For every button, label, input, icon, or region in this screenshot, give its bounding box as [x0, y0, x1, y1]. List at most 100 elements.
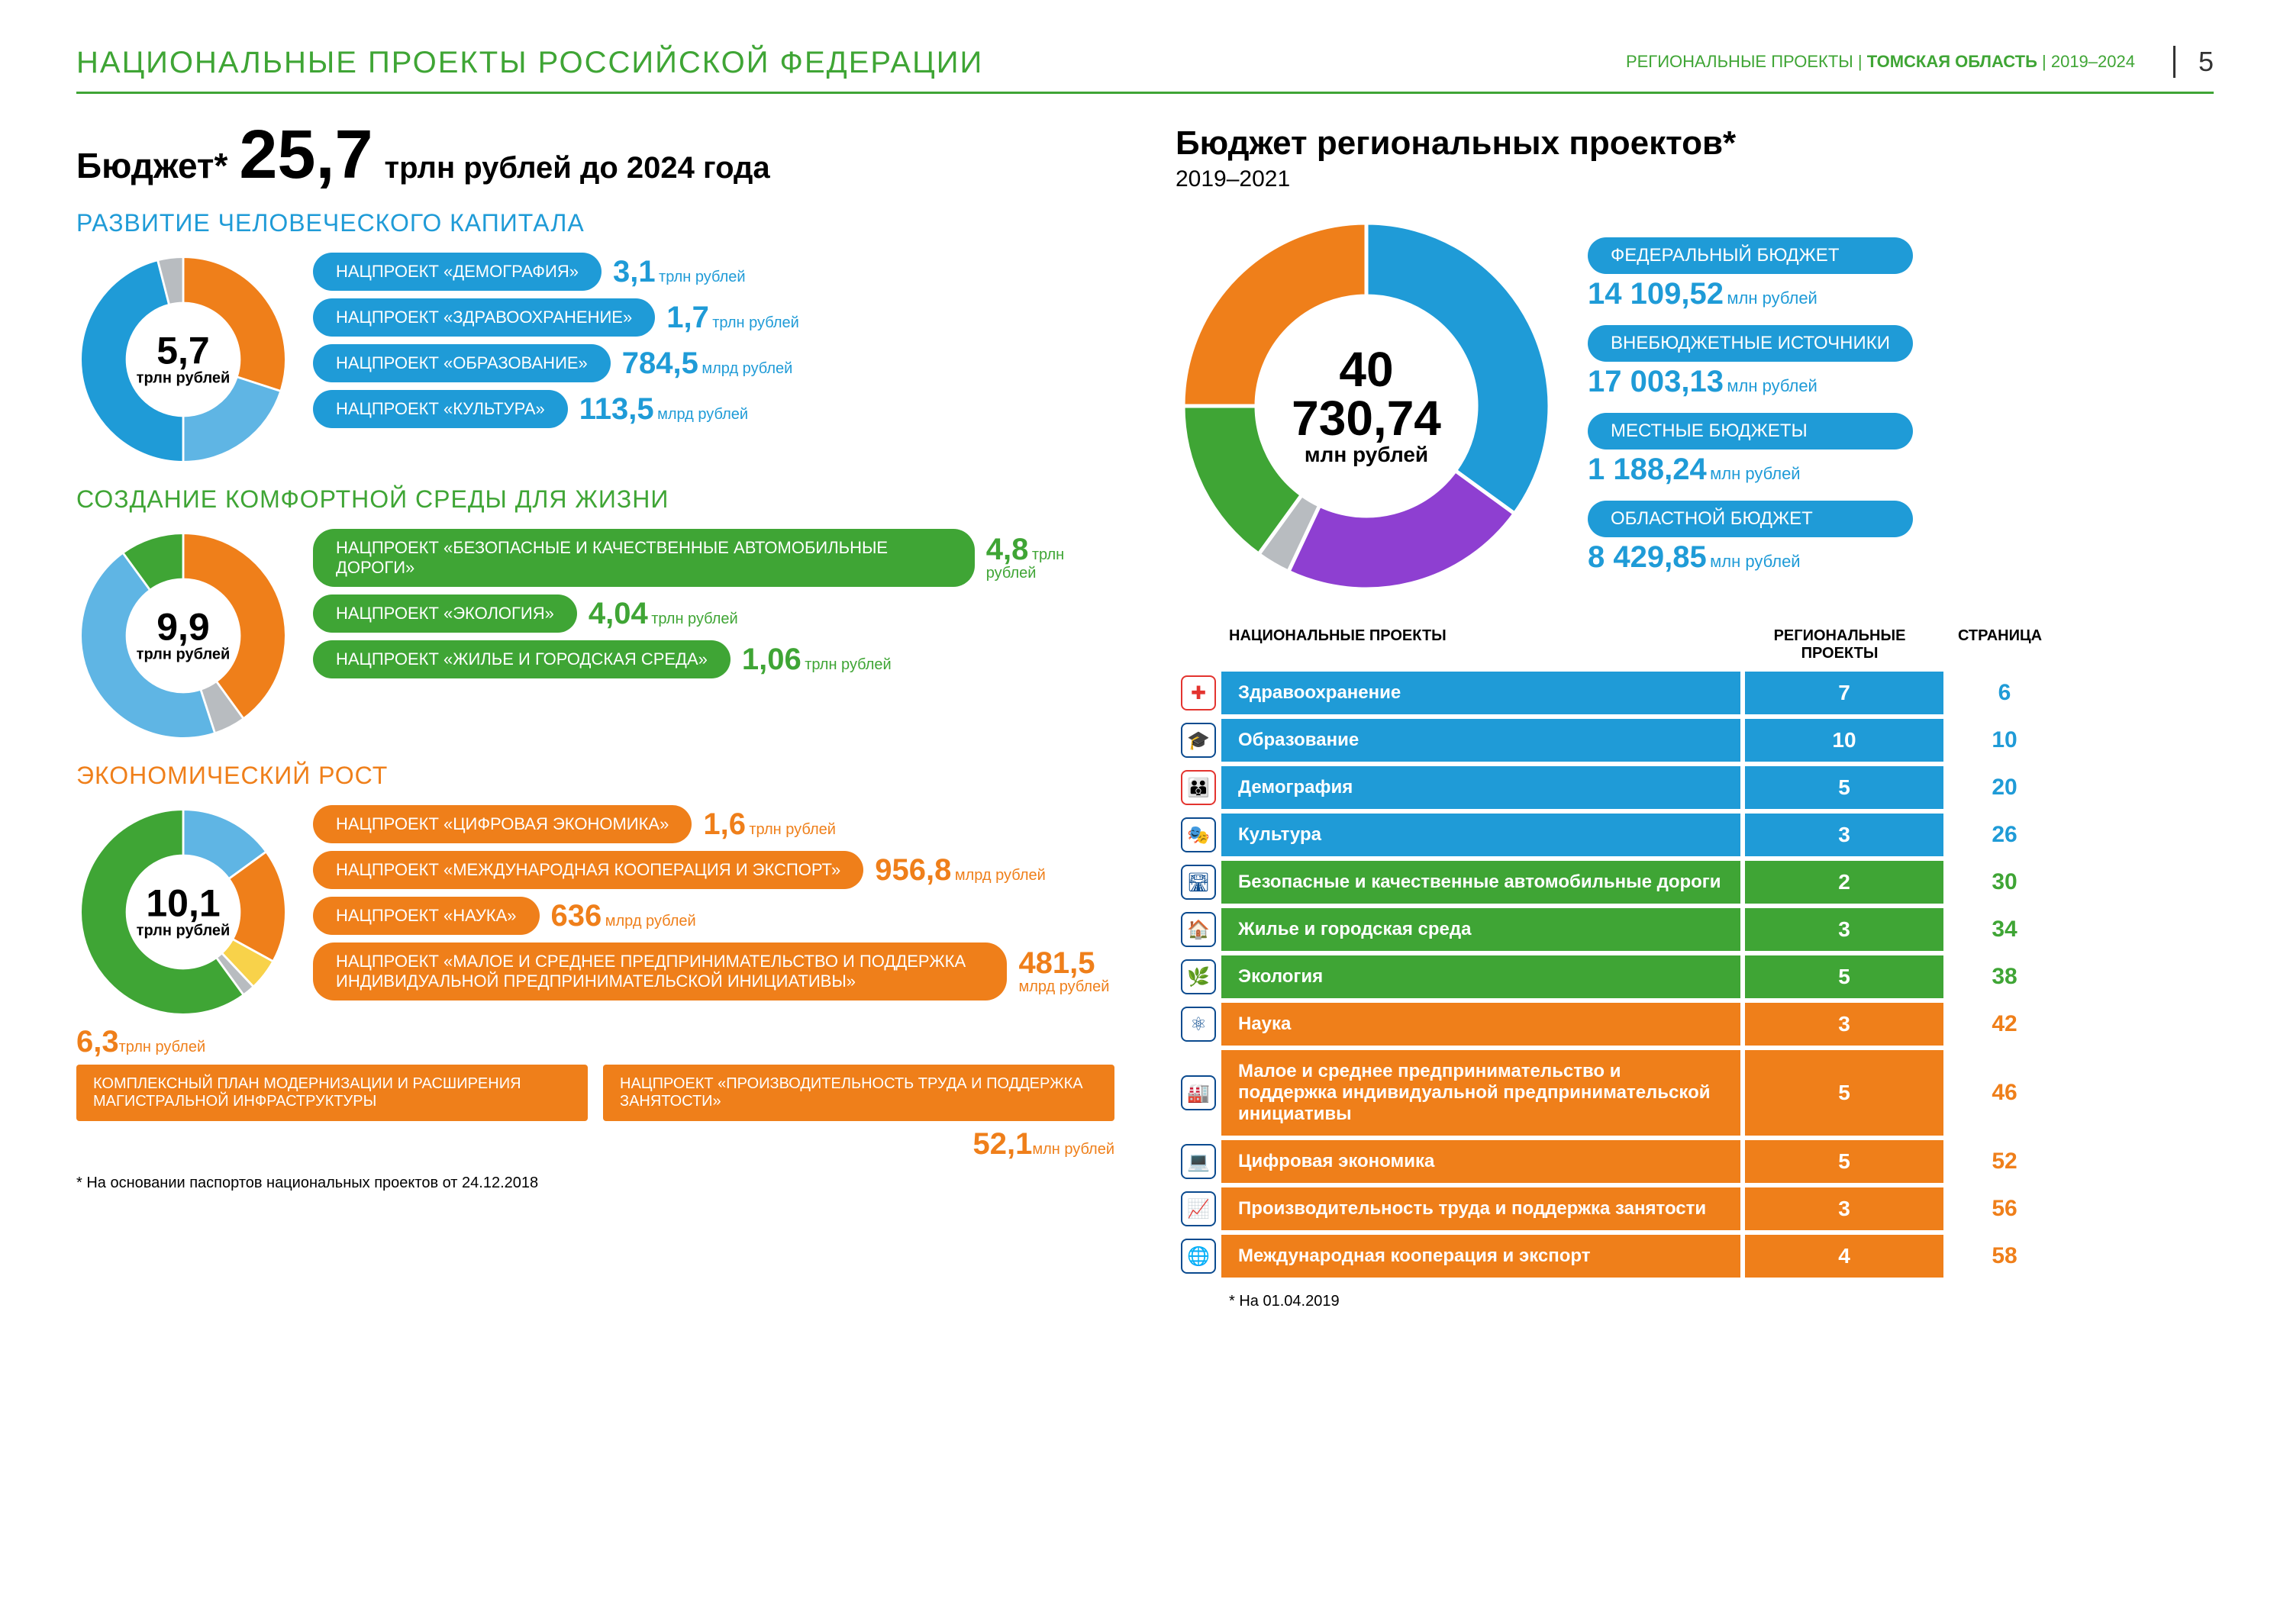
donut-unit: трлн рублей: [137, 370, 231, 388]
project-page: 58: [1943, 1235, 2066, 1278]
project-pill-row: НАЦПРОЕКТ «МАЛОЕ И СРЕДНЕЕ ПРЕДПРИНИМАТЕ…: [313, 942, 1114, 1000]
table-row: 🎭Культура326: [1176, 814, 2214, 856]
project-unit: млрд рублей: [605, 913, 696, 930]
project-page: 6: [1943, 672, 2066, 714]
header-years: 2019–2024: [2051, 52, 2135, 71]
project-pill-row: НАЦПРОЕКТ «ДЕМОГРАФИЯ»3,1 трлн рублей: [313, 253, 1114, 291]
project-regional-count: 3: [1745, 908, 1943, 951]
project-pill-row: НАЦПРОЕКТ «КУЛЬТУРА»113,5 млрд рублей: [313, 390, 1114, 428]
project-regional-count: 5: [1745, 766, 1943, 809]
project-name: Образование: [1221, 719, 1740, 762]
legend-value: 14 109,52: [1588, 277, 1724, 311]
project-page: 52: [1943, 1140, 2066, 1183]
legend-pill: МЕСТНЫЕ БЮДЖЕТЫ: [1588, 413, 1913, 450]
project-pill-row: НАЦПРОЕКТ «ЭКОЛОГИЯ»4,04 трлн рублей: [313, 594, 1114, 633]
category-block: 9,9трлн рублейНАЦПРОЕКТ «БЕЗОПАСНЫЕ И КА…: [76, 529, 1114, 743]
project-unit: млрд рублей: [1018, 978, 1109, 995]
section-title: ЭКОНОМИЧЕСКИЙ РОСТ: [76, 762, 1114, 790]
table-row: 🏠Жилье и городская среда334: [1176, 908, 2214, 951]
project-value: 4,8: [986, 533, 1029, 566]
legend-pill: ВНЕБЮДЖЕТНЫЕ ИСТОЧНИКИ: [1588, 325, 1913, 362]
table-row: 💻Цифровая экономика552: [1176, 1140, 2214, 1183]
budget-value: 25,7: [239, 124, 373, 186]
th-reg: РЕГИОНАЛЬНЫЕ ПРОЕКТЫ: [1740, 627, 1939, 662]
project-name: Демография: [1221, 766, 1740, 809]
project-pill: НАЦПРОЕКТ «НАУКА»: [313, 897, 540, 935]
table-row: 📈Производительность труда и поддержка за…: [1176, 1187, 2214, 1230]
project-value: 113,5: [579, 392, 654, 426]
extra-box: НАЦПРОЕКТ «ПРОИЗВОДИТЕЛЬНОСТЬ ТРУДА И ПО…: [603, 1065, 1114, 1121]
table-row: 👪Демография520: [1176, 766, 2214, 809]
table-row: ⚛Наука342: [1176, 1003, 2214, 1046]
project-value: 1,6: [703, 807, 746, 841]
project-page: 26: [1943, 814, 2066, 856]
project-pill: НАЦПРОЕКТ «ЦИФРОВАЯ ЭКОНОМИКА»: [313, 805, 692, 843]
project-unit: трлн рублей: [659, 269, 746, 285]
project-pill: НАЦПРОЕКТ «КУЛЬТУРА»: [313, 390, 568, 428]
budget-label: Бюджет*: [76, 145, 227, 186]
donut-chart: 9,9трлн рублей: [76, 529, 290, 743]
project-pill: НАЦПРОЕКТ «ЗДРАВООХРАНЕНИЕ»: [313, 298, 655, 337]
project-name: Культура: [1221, 814, 1740, 856]
project-regional-count: 5: [1745, 955, 1943, 998]
project-unit: трлн рублей: [712, 314, 799, 331]
regional-donut: 40 730,74 млн рублей: [1176, 215, 1557, 597]
header-right: РЕГИОНАЛЬНЫЕ ПРОЕКТЫ | ТОМСКАЯ ОБЛАСТЬ |…: [1626, 46, 2214, 78]
budget-unit: трлн рублей до 2024 года: [385, 151, 770, 185]
project-page: 10: [1943, 719, 2066, 762]
project-icon: 🏠: [1181, 912, 1216, 947]
project-pill-row: НАЦПРОЕКТ «ЖИЛЬЕ И ГОРОДСКАЯ СРЕДА»1,06 …: [313, 640, 1114, 678]
project-pill: НАЦПРОЕКТ «ОБРАЗОВАНИЕ»: [313, 344, 611, 382]
project-icon: 🌿: [1181, 959, 1216, 994]
project-name: Производительность труда и поддержка зан…: [1221, 1187, 1740, 1230]
project-name: Здравоохранение: [1221, 672, 1740, 714]
project-regional-count: 7: [1745, 672, 1943, 714]
category-block: 5,7трлн рублейНАЦПРОЕКТ «ДЕМОГРАФИЯ»3,1 …: [76, 253, 1114, 466]
right-column: Бюджет региональных проектов* 2019–2021 …: [1176, 124, 2214, 1310]
project-icon: 🌐: [1181, 1239, 1216, 1274]
legend-pill: ФЕДЕРАЛЬНЫЙ БЮДЖЕТ: [1588, 237, 1913, 274]
right-title: Бюджет региональных проектов*: [1176, 124, 2214, 163]
project-pill-row: НАЦПРОЕКТ «НАУКА» 636 млрд рублей: [313, 897, 1114, 935]
project-icon: 🎓: [1181, 723, 1216, 758]
project-regional-count: 3: [1745, 814, 1943, 856]
project-icon: 🏭: [1181, 1075, 1216, 1110]
donut-value: 5,7: [137, 332, 231, 370]
project-value: 4,04: [589, 597, 648, 630]
left-column: Бюджет* 25,7 трлн рублей до 2024 года РА…: [76, 124, 1114, 1310]
project-page: 20: [1943, 766, 2066, 809]
legend-value: 8 429,85: [1588, 540, 1707, 574]
project-value: 956,8: [875, 853, 951, 887]
th-name: НАЦИОНАЛЬНЫЕ ПРОЕКТЫ: [1176, 627, 1740, 662]
project-name: Цифровая экономика: [1221, 1140, 1740, 1183]
project-pill-row: НАЦПРОЕКТ «ОБРАЗОВАНИЕ»784,5 млрд рублей: [313, 344, 1114, 382]
page-number: 5: [2173, 46, 2214, 78]
project-regional-count: 10: [1745, 719, 1943, 762]
divider: [76, 92, 2214, 94]
project-name: Экология: [1221, 955, 1740, 998]
donut-unit: трлн рублей: [137, 646, 231, 664]
project-regional-count: 5: [1745, 1050, 1943, 1136]
project-name: Безопасные и качественные автомобильные …: [1221, 861, 1740, 904]
extra-value: 6,3: [76, 1025, 119, 1058]
project-pill: НАЦПРОЕКТ «ЭКОЛОГИЯ»: [313, 594, 577, 633]
project-regional-count: 3: [1745, 1187, 1943, 1230]
section-title: СОЗДАНИЕ КОМФОРТНОЙ СРЕДЫ ДЛЯ ЖИЗНИ: [76, 485, 1114, 514]
project-pill: НАЦПРОЕКТ «МАЛОЕ И СРЕДНЕЕ ПРЕДПРИНИМАТЕ…: [313, 942, 1007, 1000]
table-row: 🎓Образование1010: [1176, 719, 2214, 762]
donut-chart: 10,1трлн рублей: [76, 805, 290, 1019]
project-page: 30: [1943, 861, 2066, 904]
project-pill-row: НАЦПРОЕКТ «МЕЖДУНАРОДНАЯ КООПЕРАЦИЯ И ЭК…: [313, 851, 1114, 889]
header-region: ТОМСКАЯ ОБЛАСТЬ: [1867, 52, 2037, 71]
regional-legend: ФЕДЕРАЛЬНЫЙ БЮДЖЕТ14 109,52 млн рублейВН…: [1588, 237, 1913, 575]
project-name: Малое и среднее предпринимательство и по…: [1221, 1050, 1740, 1136]
project-pill: НАЦПРОЕКТ «ЖИЛЬЕ И ГОРОДСКАЯ СРЕДА»: [313, 640, 731, 678]
project-icon: ⚛: [1181, 1007, 1216, 1042]
legend-value: 1 188,24: [1588, 453, 1707, 486]
right-subtitle: 2019–2021: [1176, 166, 2214, 192]
project-value: 636: [551, 899, 602, 933]
extra-box: КОМПЛЕКСНЫЙ ПЛАН МОДЕРНИЗАЦИИ И РАСШИРЕН…: [76, 1065, 588, 1121]
project-pill: НАЦПРОЕКТ «ДЕМОГРАФИЯ»: [313, 253, 602, 291]
table-header: НАЦИОНАЛЬНЫЕ ПРОЕКТЫ РЕГИОНАЛЬНЫЕ ПРОЕКТ…: [1176, 627, 2214, 662]
project-value: 1,06: [742, 643, 802, 676]
